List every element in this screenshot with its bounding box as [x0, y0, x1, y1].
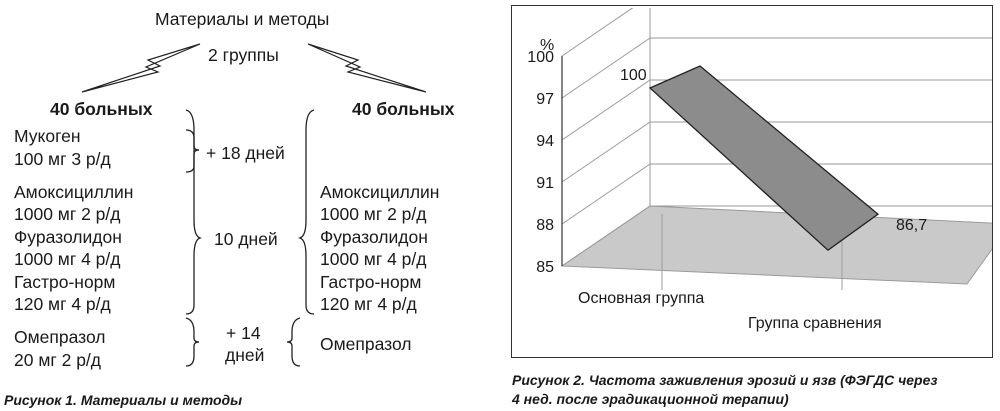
y-gridline-side	[561, 79, 651, 141]
left-branch-arrow	[81, 43, 201, 93]
right-group-header: 40 больных	[352, 99, 455, 119]
y-tick-label: 97	[536, 91, 554, 108]
left-drug-2-dose: 1000 мг 2 р/д	[14, 204, 121, 224]
data-series-ribbon	[648, 65, 880, 252]
duration-third-line2: дней	[225, 345, 265, 365]
right-drug-2-dose: 1000 мг 4 р/д	[320, 249, 427, 269]
bracket-3-left	[185, 317, 200, 367]
y-tick-label: 85	[536, 259, 554, 276]
y-gridline-side	[561, 163, 651, 225]
right-drug-4-name: Омепразол	[320, 334, 412, 354]
fig1-connectors	[81, 43, 427, 367]
left-drug-1-name: Мукоген	[14, 126, 81, 146]
duration-third-line1: + 14	[226, 323, 261, 343]
fig2-caption-line1: Рисунок 2. Частота заживления эрозий и я…	[512, 372, 938, 388]
bracket-2-left	[185, 109, 203, 315]
right-drug-2-name: Фуразолидон	[320, 227, 428, 247]
right-drug-1-dose: 1000 мг 2 р/д	[320, 204, 427, 224]
left-drug-2-name: Амоксициллин	[14, 182, 134, 202]
y-gridline-side	[561, 121, 651, 183]
y-gridline-side	[561, 205, 651, 267]
fig1-subtitle: 2 группы	[208, 45, 279, 65]
left-drug-4-dose: 120 мг 4 р/д	[14, 294, 111, 314]
y-axis-label: %	[540, 37, 554, 54]
x-tick-label-0: Основная группа	[578, 290, 704, 307]
y-tick-label: 88	[536, 217, 554, 234]
left-drug-4-name: Гастро-норм	[14, 272, 116, 292]
fig2-caption-line2: 4 нед. после эрадикационной терапии)	[512, 391, 789, 407]
right-drug-3-dose: 120 мг 4 р/д	[320, 294, 417, 314]
chart-marks	[648, 65, 880, 252]
bracket-2-right	[297, 109, 315, 315]
bracket-3-right	[286, 317, 301, 367]
y-gridline-side	[561, 8, 634, 57]
left-drug-3-dose: 1000 мг 4 р/д	[14, 249, 121, 269]
chart-floor	[560, 205, 992, 285]
data-label-1: 86,7	[896, 217, 927, 234]
right-branch-arrow	[307, 43, 427, 93]
y-tick-label: 94	[536, 133, 554, 150]
right-drug-3-name: Гастро-норм	[320, 272, 422, 292]
chart-text: 85 88 91 94 97 100 100 86,7% Основная группа Груп…	[527, 37, 927, 332]
duration-second: 10 дней	[214, 229, 278, 249]
y-tick-label: 100	[527, 49, 554, 66]
left-drug-1-dose: 100 мг 3 р/д	[14, 149, 111, 169]
x-tick-label-1: Группа сравнения	[748, 315, 882, 332]
left-drug-3-name: Фуразолидон	[14, 227, 122, 247]
data-label-0: 100	[620, 67, 647, 84]
left-drug-5-dose: 20 мг 2 р/д	[14, 350, 102, 370]
fig1-title: Материалы и методы	[155, 9, 330, 29]
figure2-chart: 85 88 91 94 97 100 100 86,7% Основная группа Груп…	[527, 8, 992, 332]
right-drug-1-name: Амоксициллин	[320, 182, 440, 202]
y-gridline-side	[561, 37, 651, 99]
bracket-1-left	[185, 129, 200, 173]
left-drug-5-name: Омепразол	[14, 327, 106, 347]
fig1-caption: Рисунок 1. Материалы и методы	[4, 392, 243, 408]
duration-first: + 18 дней	[206, 143, 285, 163]
left-group-header: 40 больных	[50, 99, 153, 119]
y-tick-label: 91	[536, 175, 554, 192]
figure2-frame	[511, 5, 993, 358]
